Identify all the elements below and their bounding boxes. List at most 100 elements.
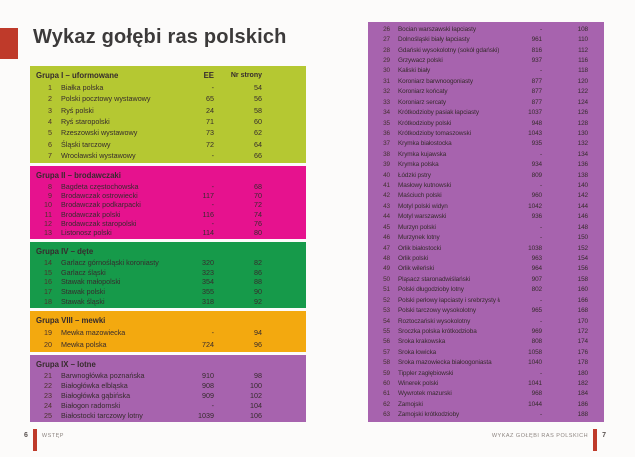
table-row: 9 Brodawczak ostrowiecki 117 70 xyxy=(30,191,306,200)
ee-number: 802 xyxy=(531,286,542,294)
ee-number: 114 xyxy=(202,227,214,237)
breed-name: Barwnogłówka poznańska xyxy=(61,371,145,381)
footer-right: WYKAZ GOŁĘBI RAS POLSKICH 7 xyxy=(492,429,606,451)
ee-number: - xyxy=(211,218,214,228)
breed-name: Stawak małopolski xyxy=(61,277,121,287)
ee-number: - xyxy=(211,150,214,160)
ee-number: - xyxy=(539,234,542,242)
group-rows: 1 Białka polska -54 2 Polski pocztowy wystaw… xyxy=(30,82,306,161)
table-row: 42 Maściuch polski 960 142 xyxy=(374,191,588,201)
page-number: 116 xyxy=(578,56,588,64)
breed-name: Maściuch polski xyxy=(398,192,442,200)
ee-number: - xyxy=(539,223,542,231)
row-number: 49 xyxy=(383,265,390,273)
table-row: 52 Polski perłowy łapciasty i srebrzysty … xyxy=(374,295,588,305)
table-row: 50 Pląsacz staronadwiślański 907 158 xyxy=(374,274,588,284)
ee-number: 1058 xyxy=(528,348,542,356)
row-number: 36 xyxy=(383,129,390,137)
table-row: 38 Krymka kujawska - 134 xyxy=(374,149,588,159)
table-row: 19 Mewka mazowiecka - 94 xyxy=(30,327,306,339)
row-number: 22 xyxy=(44,381,52,391)
row-number: 6 xyxy=(48,139,52,149)
row-number: 61 xyxy=(383,390,390,398)
row-number: 63 xyxy=(383,411,390,419)
ee-number: 908 xyxy=(202,381,214,391)
page-number: 118 xyxy=(578,67,588,75)
ee-number: - xyxy=(211,328,214,338)
breed-name: Kaliski biały xyxy=(398,67,431,75)
row-number: 53 xyxy=(383,307,390,315)
ee-number: 963 xyxy=(531,254,542,262)
table-row: 39 Krymka polska 934 136 xyxy=(374,159,588,169)
table-row: 47 Orlik białostocki 1038 152 xyxy=(374,243,588,253)
breed-name: Białogłówka gąbińska xyxy=(61,390,131,400)
ee-number: 65 xyxy=(206,94,214,104)
page-number: 54 xyxy=(254,83,262,93)
table-row: 55 Sroczka polska krótkodzioba 969 172 xyxy=(374,326,588,336)
ee-number: - xyxy=(211,200,214,210)
breed-name: Garlacz górnośląski koroniasty xyxy=(61,258,159,268)
ee-number: 808 xyxy=(531,338,542,346)
breed-name: Brodawczak staropolski xyxy=(61,218,137,228)
page-number: 154 xyxy=(577,254,588,262)
ee-number: 1039 xyxy=(198,410,214,420)
row-number: 43 xyxy=(383,202,390,210)
row-number: 47 xyxy=(383,244,390,252)
ee-number: - xyxy=(539,296,542,304)
breed-name: Sroczka polska krótkodzioba xyxy=(398,327,477,335)
row-number: 26 xyxy=(383,25,390,33)
row-number: 8 xyxy=(48,182,52,192)
breed-name: Brodawczak polski xyxy=(61,209,121,219)
row-number: 48 xyxy=(383,254,390,262)
ee-number: 724 xyxy=(202,339,214,349)
group-title: Grupa IX – lotne xyxy=(36,360,96,369)
table-row: 15 Garlacz śląski 323 86 xyxy=(30,268,306,278)
breed-name: Mewka polska xyxy=(61,339,107,349)
page-number: 170 xyxy=(577,317,588,325)
table-row: 45 Murzyn polski - 148 xyxy=(374,222,588,232)
table-row: 62 Zamojski 1044 186 xyxy=(374,399,588,409)
table-row: 27 Dolnośląski biały łapciasty 961 110 xyxy=(374,34,588,44)
breed-name: Koroniarz sercaty xyxy=(398,98,447,106)
row-number: 20 xyxy=(44,339,52,349)
table-row: 17 Stawak polski 355 90 xyxy=(30,287,306,297)
row-number: 24 xyxy=(44,400,52,410)
breed-name: Krymka polska xyxy=(398,161,439,169)
page-title: Wykaz gołębi ras polskich xyxy=(33,26,287,48)
footer-accent-bar-left xyxy=(32,429,37,451)
breed-group-section: Grupa I – uformowane EE Nr strony 1 Białka p… xyxy=(30,66,306,163)
breed-name: Białogon radomski xyxy=(61,400,121,410)
table-row: 33 Koroniarz sercaty 877 124 xyxy=(374,97,588,107)
breed-name: Tippler zagłębiowski xyxy=(398,369,454,377)
ee-number: 934 xyxy=(531,161,542,169)
table-row: 35 Krótkodzioby polski 948 128 xyxy=(374,118,588,128)
row-number: 59 xyxy=(383,369,390,377)
row-number: 38 xyxy=(383,150,390,158)
breed-name: Białogłówka elbląska xyxy=(61,381,128,391)
column-header-page: Nr strony xyxy=(230,72,262,79)
table-row: 56 Sroka krakowska 808 174 xyxy=(374,337,588,347)
breed-name: Koroniarz końcaty xyxy=(398,88,448,96)
row-number: 7 xyxy=(48,150,52,160)
breed-name: Wrocławski wystawowy xyxy=(61,150,136,160)
ee-number: 877 xyxy=(531,77,542,85)
row-number: 16 xyxy=(44,277,52,287)
group-rows: 8 Bagdeta częstochowska - 68 9 Brodawczak ost… xyxy=(30,182,306,237)
breed-name: Stawak śląski xyxy=(61,296,105,306)
page-number: 156 xyxy=(577,265,588,273)
breed-name: Ryś staropolski xyxy=(61,116,110,126)
row-number: 50 xyxy=(383,275,390,283)
row-number: 34 xyxy=(383,109,390,117)
table-row: 31 Koroniarz barwnoogoniasty 877 120 xyxy=(374,76,588,86)
table-row: 11 Brodawczak polski 116 74 xyxy=(30,210,306,219)
row-number: 56 xyxy=(383,338,390,346)
table-row: 2 Polski pocztowy wystawowy 65 56 xyxy=(30,93,306,104)
ee-number: 809 xyxy=(531,171,542,179)
table-row: 23 Białogłówka gąbińska 909 102 xyxy=(30,391,306,401)
breed-name: Krymka białostocka xyxy=(398,140,452,148)
row-number: 31 xyxy=(383,77,390,85)
table-row: 44 Motyl warszawski 936 146 xyxy=(374,212,588,222)
ee-number: - xyxy=(211,182,214,192)
row-number: 29 xyxy=(383,56,390,64)
breed-name: Łódzki pstry xyxy=(398,171,431,179)
